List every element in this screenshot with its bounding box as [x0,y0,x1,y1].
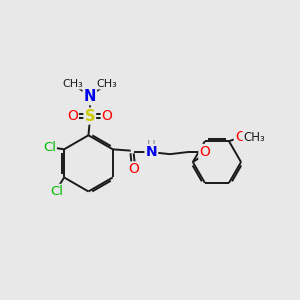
Text: O: O [102,109,112,123]
Text: O: O [235,130,246,144]
Text: CH₃: CH₃ [63,79,84,89]
Text: N: N [84,89,96,104]
Text: CH₃: CH₃ [96,79,117,89]
Text: S: S [85,109,95,124]
Text: O: O [128,162,139,176]
Text: N: N [146,145,157,159]
Text: Cl: Cl [50,185,63,198]
Text: Cl: Cl [43,142,56,154]
Text: O: O [67,109,78,123]
Text: O: O [200,145,210,159]
Text: CH₃: CH₃ [243,131,265,144]
Text: H: H [146,139,155,152]
